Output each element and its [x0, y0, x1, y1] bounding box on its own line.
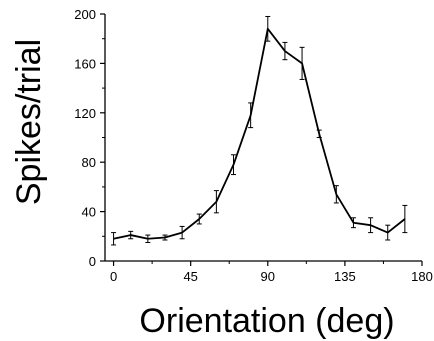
- plot-area: [111, 15, 408, 246]
- x-tick-label: 135: [334, 269, 356, 284]
- error-bar: [111, 232, 117, 246]
- y-tick-label: 160: [74, 56, 96, 71]
- error-bar: [282, 41, 288, 61]
- error-bar: [265, 15, 271, 42]
- error-bar: [128, 230, 134, 240]
- error-bar: [402, 204, 408, 234]
- error-bar: [231, 154, 237, 176]
- error-bar: [299, 46, 305, 80]
- x-tick-label: 180: [411, 269, 433, 284]
- y-axis-title: Spikes/trial: [10, 39, 48, 205]
- error-bar: [316, 129, 322, 138]
- y-tick-label: 200: [74, 7, 96, 22]
- error-bar: [350, 217, 356, 229]
- data-line: [113, 27, 406, 240]
- x-axis: 0 45 90 135 180: [105, 260, 433, 284]
- y-tick-label: 80: [82, 155, 96, 170]
- error-bar: [248, 102, 254, 129]
- y-axis: 0 40 80 120 160 200: [74, 7, 106, 269]
- y-tick-label: 0: [89, 254, 96, 269]
- error-bar: [179, 225, 185, 240]
- error-bar: [385, 224, 391, 241]
- x-tick-label: 45: [183, 269, 197, 284]
- error-bar: [213, 190, 219, 214]
- x-tick-label: 90: [261, 269, 275, 284]
- x-axis-title: Orientation (deg): [139, 302, 394, 340]
- error-bar: [368, 217, 374, 234]
- y-tick-label: 120: [74, 106, 96, 121]
- error-bar: [162, 234, 168, 241]
- error-bar: [333, 185, 339, 204]
- error-bar: [145, 234, 151, 243]
- error-bar: [196, 213, 202, 225]
- y-tick-label: 40: [82, 205, 96, 220]
- x-tick-label: 0: [110, 269, 117, 284]
